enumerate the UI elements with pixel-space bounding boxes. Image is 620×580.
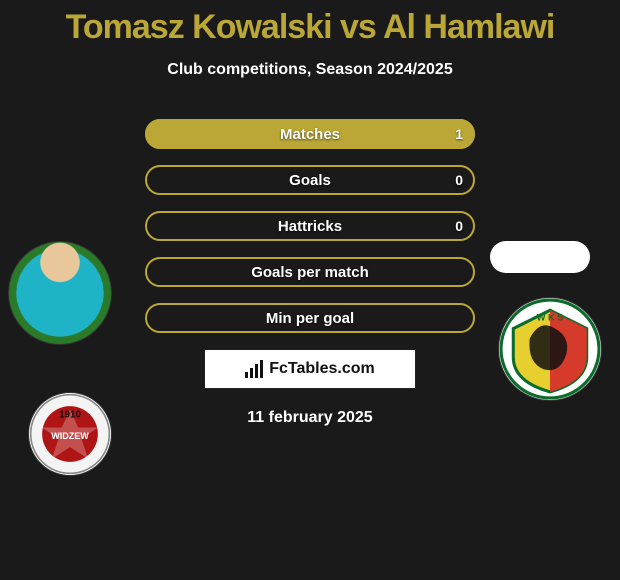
club1-year: 1910 [59,410,81,421]
stat-label: Matches [147,126,473,143]
stat-row-min-per-goal: Min per goal [145,303,475,333]
stat-label: Goals per match [147,264,473,281]
stat-label: Goals [147,172,473,189]
player1-club-crest: 1910 WIDZEW [28,392,112,476]
club2-letters: W K S [537,312,564,322]
stat-row-goals-per-match: Goals per match [145,257,475,287]
page-title: Tomasz Kowalski vs Al Hamlawi [0,0,620,47]
stat-right-value: 0 [455,213,463,239]
stat-label: Hattricks [147,218,473,235]
player2-club-crest: W K S [498,297,602,401]
source-badge: FcTables.com [204,349,416,389]
stat-row-matches: Matches 1 [145,119,475,149]
player2-avatar-blank [490,241,590,273]
club1-name: WIDZEW [51,431,89,441]
comparison-panel: 1910 WIDZEW W K S Matches 1 Goals 0 [0,119,620,427]
stat-row-hattricks: Hattricks 0 [145,211,475,241]
bars-icon [245,360,263,378]
source-badge-text: FcTables.com [269,360,375,378]
stat-label: Min per goal [147,310,473,327]
stat-row-goals: Goals 0 [145,165,475,195]
stat-right-value: 1 [455,121,463,147]
page-subtitle: Club competitions, Season 2024/2025 [0,61,620,79]
stat-right-value: 0 [455,167,463,193]
stats-list: Matches 1 Goals 0 Hattricks 0 Goals per … [145,119,475,333]
player1-avatar [8,241,112,345]
